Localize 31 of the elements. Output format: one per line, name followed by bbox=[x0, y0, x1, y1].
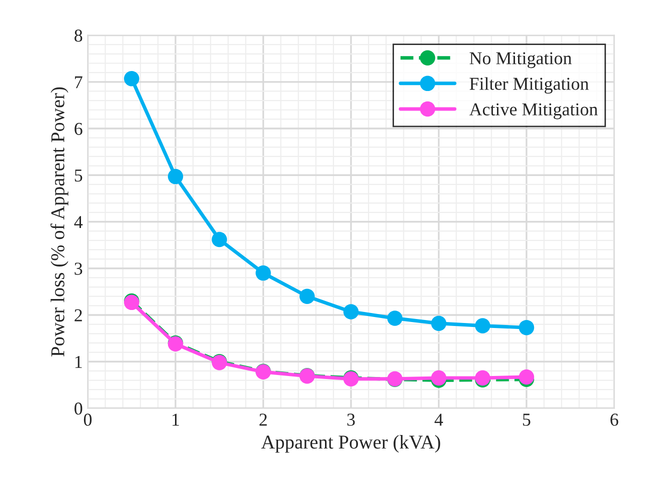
x-tick-label: 2 bbox=[260, 414, 267, 426]
legend-label: No Mitigation bbox=[470, 52, 572, 68]
y-axis-title: Power loss (% of Apparent Power) bbox=[50, 87, 68, 356]
y-tick-label: 7 bbox=[75, 76, 82, 88]
x-tick-label: 0 bbox=[84, 414, 92, 426]
x-tick-label: 5 bbox=[523, 414, 530, 426]
x-tick-label: 4 bbox=[434, 414, 443, 426]
x-tick-label: 6 bbox=[610, 414, 618, 426]
y-tick-label: 5 bbox=[74, 170, 82, 182]
y-tick-label: 3 bbox=[74, 262, 82, 275]
point bbox=[518, 320, 534, 336]
y-tick-label: 0 bbox=[74, 402, 82, 415]
y-tick-label: 4 bbox=[74, 216, 83, 228]
legend-label: Active Mitigation bbox=[469, 103, 598, 120]
point bbox=[474, 318, 490, 334]
y-tick-label: 1 bbox=[75, 356, 82, 368]
x-tick-label: 1 bbox=[172, 414, 179, 426]
y-tick-label: 8 bbox=[74, 30, 82, 42]
x-axis-title: Apparent Power (kVA) bbox=[261, 435, 440, 453]
point bbox=[124, 71, 140, 86]
y-tick-label: 6 bbox=[74, 122, 82, 135]
point bbox=[256, 265, 271, 281]
point bbox=[299, 288, 315, 304]
y-tick-label: 2 bbox=[74, 309, 82, 322]
point bbox=[212, 232, 228, 248]
point bbox=[168, 168, 184, 184]
x-tick-label: 3 bbox=[347, 414, 355, 426]
legend-label: Filter Mitigation bbox=[470, 77, 589, 94]
point bbox=[343, 304, 359, 320]
point bbox=[387, 310, 403, 326]
point bbox=[431, 316, 446, 332]
